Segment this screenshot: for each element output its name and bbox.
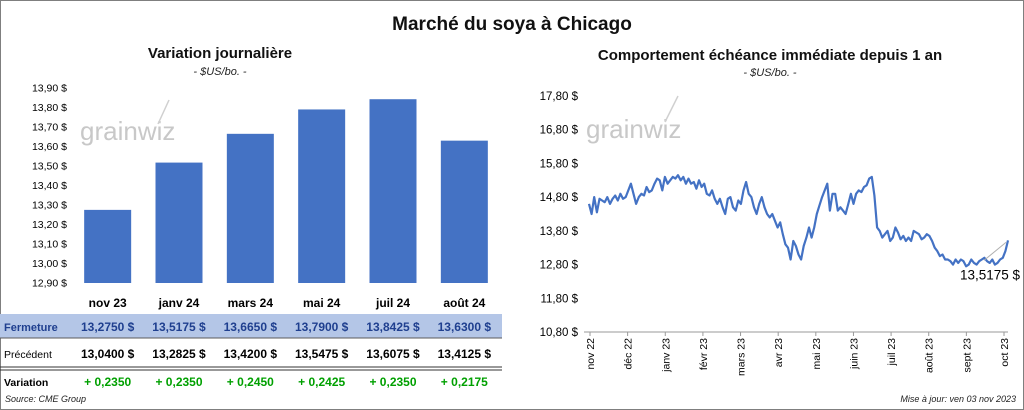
table-cell: 13,2825 $ — [152, 347, 206, 361]
x-tick-label: sept 23 — [961, 338, 973, 373]
y-tick-label: 13,50 $ — [32, 161, 67, 173]
table-cell: 13,7900 $ — [295, 320, 349, 334]
x-tick-label: avr 23 — [773, 338, 785, 367]
y-tick-label: 11,80 $ — [540, 293, 578, 305]
bar — [298, 109, 346, 283]
watermark: grainwiz — [80, 99, 175, 146]
x-tick-label: oct 23 — [999, 338, 1011, 367]
y-tick-label: 13,80 $ — [32, 102, 67, 114]
x-tick-label: juil 23 — [886, 338, 898, 367]
x-tick-label: août 24 — [443, 296, 485, 310]
table-cell: 13,6075 $ — [366, 347, 420, 361]
watermark-stroke — [664, 95, 679, 123]
table-cell: 13,8425 $ — [366, 320, 420, 334]
left-chart-unit: - $US/bo. - — [193, 66, 247, 78]
x-tick-label: août 23 — [924, 338, 936, 373]
table-cell: 13,6300 $ — [438, 320, 492, 334]
y-tick-label: 13,70 $ — [32, 122, 67, 134]
y-axis: 12,90 $ 13,00 $ 13,10 $ 13,20 $ 13,30 $ 13,40… — [32, 83, 67, 290]
table-cell: + 0,2350 — [84, 375, 131, 389]
x-tick-label: janv 24 — [158, 296, 200, 310]
y-tick-label: 12,80 $ — [540, 260, 579, 272]
front-month-line-chart: grainwiz 10,80 $ 11,80 $ 12,80 $ 13,80 $ 14,… — [540, 91, 1021, 376]
table-cell: 13,4125 $ — [438, 347, 492, 361]
y-tick-label: 13,30 $ — [32, 200, 67, 212]
x-tick-label: déc 22 — [623, 338, 635, 370]
fermeture-row-bg — [0, 314, 502, 338]
table-cell: 13,0400 $ — [81, 347, 135, 361]
x-tick-label: mai 24 — [303, 296, 341, 310]
x-tick-label: févr 23 — [698, 338, 710, 370]
y-tick-label: 10,80 $ — [540, 327, 579, 339]
x-tick-label: nov 23 — [89, 296, 127, 310]
y-tick-label: 13,20 $ — [32, 219, 67, 231]
y-tick-label: 14,80 $ — [540, 192, 579, 204]
y-tick-label: 13,60 $ — [32, 141, 67, 153]
bar — [84, 209, 132, 283]
table-cell: 13,5175 $ — [152, 320, 206, 334]
table-cell: + 0,2350 — [155, 375, 202, 389]
bar — [226, 133, 274, 283]
y-tick-label: 13,10 $ — [32, 239, 67, 251]
table-cell: + 0,2425 — [298, 375, 345, 389]
watermark: grainwiz — [586, 95, 681, 144]
callout-line — [983, 241, 1007, 261]
left-chart-title: Variation journalière — [147, 45, 293, 62]
y-axis: 10,80 $ 11,80 $ 12,80 $ 13,80 $ 14,80 $ 15,80… — [540, 91, 579, 339]
x-tick-label: nov 22 — [585, 338, 597, 370]
series — [587, 174, 1010, 268]
grainwiz-watermark: grainwiz — [80, 116, 175, 146]
update-date: Mise à jour: ven 03 nov 2023 — [900, 394, 1016, 404]
bars — [84, 99, 488, 284]
row-label: Fermeture — [4, 322, 58, 334]
daily-variation-bar-chart: grainwiz 12,90 $ 13,00 $ 13,10 $ 13,20 $ 13,… — [32, 83, 488, 310]
row-label: Précédent — [4, 349, 52, 361]
y-tick-label: 13,90 $ — [32, 83, 67, 95]
x-axis: nov 22 déc 22 janv 23 févr 23 mars 23 avr 23 m… — [584, 331, 1011, 376]
y-tick-label: 13,80 $ — [540, 226, 579, 238]
grainwiz-watermark: grainwiz — [586, 114, 681, 144]
table-rows: Fermeture 13,2750 $ 13,5175 $ 13,6650 $ 13,7… — [4, 320, 491, 389]
y-tick-label: 13,00 $ — [32, 258, 67, 270]
y-tick-label: 17,80 $ — [540, 91, 579, 103]
table-cell: + 0,2350 — [369, 375, 416, 389]
bar — [369, 99, 417, 284]
x-axis: nov 23 janv 24 mars 24 mai 24 juil 24 août 24 — [89, 296, 486, 310]
last-value-label: 13,5175 $ — [960, 267, 1021, 282]
y-tick-label: 15,80 $ — [540, 158, 579, 170]
x-tick-label: juin 23 — [848, 338, 860, 370]
table-cell: + 0,2175 — [441, 375, 488, 389]
y-tick-label: 13,40 $ — [32, 180, 67, 192]
x-tick-label: juil 24 — [375, 296, 410, 310]
x-tick-label: mars 23 — [736, 338, 748, 376]
table-cell: 13,6650 $ — [224, 320, 278, 334]
table-cell: + 0,2450 — [227, 375, 274, 389]
table-cell: 13,5475 $ — [295, 347, 349, 361]
table-cell: 13,2750 $ — [81, 320, 135, 334]
x-tick-label: janv 23 — [660, 338, 672, 373]
table-cell: 13,4200 $ — [224, 347, 278, 361]
watermark-stroke — [157, 99, 170, 125]
series-line — [587, 174, 1010, 268]
bar — [155, 162, 203, 283]
right-chart-unit: - $US/bo. - — [743, 67, 797, 79]
y-tick-label: 12,90 $ — [32, 278, 67, 290]
right-chart-title: Comportement échéance immédiate depuis 1… — [597, 47, 943, 64]
x-tick-label: mars 24 — [228, 296, 274, 310]
x-tick-label: mai 23 — [811, 338, 823, 370]
bar — [440, 140, 488, 283]
quotes-table: Fermeture 13,2750 $ 13,5175 $ 13,6650 $ 13,7… — [0, 314, 502, 389]
page-title: Marché du soya à Chicago — [392, 14, 632, 35]
row-label: Variation — [4, 377, 48, 389]
source-note: Source: CME Group — [5, 394, 87, 404]
y-tick-label: 16,80 $ — [540, 125, 579, 137]
